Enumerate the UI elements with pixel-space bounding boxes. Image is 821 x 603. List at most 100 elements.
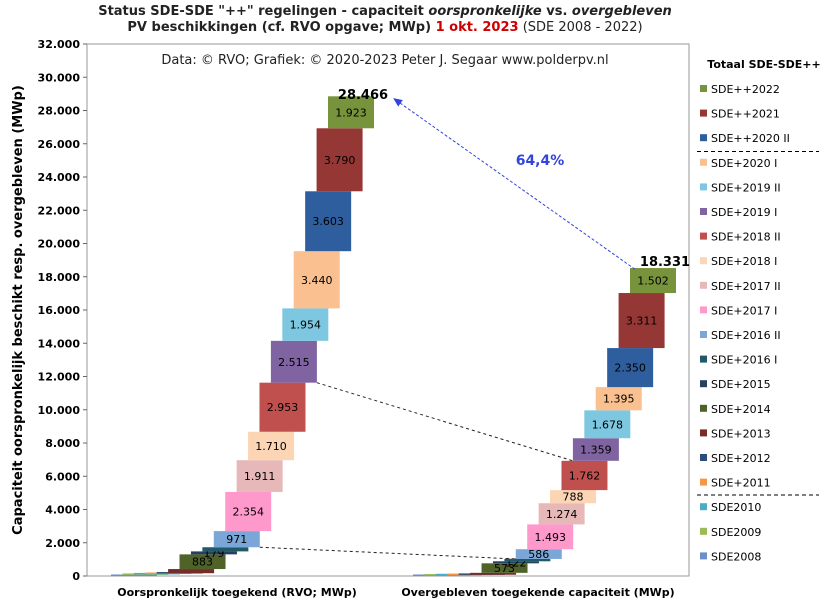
y-tick-label: 18.000 <box>38 271 81 284</box>
y-tick-label: 20.000 <box>38 238 81 251</box>
data-label: 1.274 <box>546 508 578 521</box>
legend-entry: SDE2009 <box>711 526 761 539</box>
data-label: 2.953 <box>267 401 299 414</box>
ratio-arrow <box>393 98 636 270</box>
legend: Totaal SDE-SDE++ SDE++2022 SDE++2021 SDE++2… <box>697 58 821 563</box>
total-label: 18.331 <box>640 255 690 270</box>
bar-segment <box>225 491 272 532</box>
connector-line <box>259 546 516 560</box>
bar-segment <box>492 561 539 564</box>
bar-segment <box>515 549 562 559</box>
data-label: 1.710 <box>255 440 287 453</box>
y-tick-label: 12.000 <box>38 371 81 384</box>
data-label: 1.493 <box>534 531 566 544</box>
legend-swatch <box>700 306 707 314</box>
bar-segment <box>190 551 237 555</box>
legend-entry: SDE+2015 <box>711 378 771 391</box>
legend-swatch <box>700 355 707 363</box>
legend-swatch <box>700 208 707 215</box>
y-tick-label: 2.000 <box>45 537 80 550</box>
chart-title-line1: Status SDE-SDE "++" regelingen - capacit… <box>98 4 672 19</box>
bar-segment <box>248 431 295 461</box>
legend-entry: SDE+2017 II <box>711 280 781 293</box>
bar-segment <box>595 387 642 411</box>
legend-swatch <box>700 257 707 265</box>
y-axis: 0 2.000 4.000 6.000 8.000 10.000 12.000 14.000 1… <box>38 38 87 583</box>
data-label: 971 <box>226 533 247 546</box>
data-label: 1.762 <box>569 469 601 482</box>
bar-segment <box>316 128 363 192</box>
legend-swatch <box>700 183 707 191</box>
data-label: 2.354 <box>232 506 264 519</box>
percentage-label: 64,4% <box>516 153 565 169</box>
legend-swatch <box>700 527 707 535</box>
legend-title: Totaal SDE-SDE++ <box>707 58 820 71</box>
legend-swatch <box>700 281 707 289</box>
legend-entry: SDE+2020 I <box>711 157 777 170</box>
y-axis-label: Capaciteit oorspronkelijk beschikt resp.… <box>11 85 26 535</box>
legend-entry: SDE+2011 <box>711 477 771 490</box>
bar-segment <box>561 460 608 491</box>
data-label: 2.515 <box>278 356 310 369</box>
bar-segment <box>328 96 374 129</box>
connector-lines <box>259 382 574 560</box>
bar-segment <box>584 410 631 439</box>
legend-entry: SDE++2021 <box>711 108 780 121</box>
data-label: 3.311 <box>626 315 658 328</box>
bar-segment <box>282 308 329 341</box>
y-tick-label: 32.000 <box>38 38 81 51</box>
legend-entry: SDE++2020 II <box>711 132 790 145</box>
data-label: 573 <box>494 562 515 575</box>
bar-segment <box>111 574 157 576</box>
legend-entry: SDE+2013 <box>711 427 771 440</box>
x-category-label-1: Overgebleven toegekende capaciteit (MWp) <box>401 586 674 599</box>
y-tick-label: 22.000 <box>38 204 81 217</box>
bar-segment <box>481 563 528 573</box>
legend-entry: SDE+2016 I <box>711 354 777 367</box>
legend-entry: SDE2010 <box>711 501 761 514</box>
legend-swatch <box>700 478 707 486</box>
plot-area <box>86 43 690 577</box>
data-label: 1.923 <box>335 106 367 119</box>
y-tick-label: 16.000 <box>38 304 81 317</box>
bar-segment <box>550 490 597 504</box>
bar-segment <box>168 569 215 574</box>
y-tick-label: 8.000 <box>45 437 80 450</box>
data-label: 1.954 <box>290 319 322 332</box>
bar-segment <box>293 251 340 309</box>
data-label: 883 <box>192 556 213 569</box>
data-label: 1.678 <box>592 418 624 431</box>
bar-segment <box>236 460 283 492</box>
y-tick-label: 30.000 <box>38 71 81 84</box>
data-label: 3.603 <box>312 215 344 228</box>
data-label: 3.440 <box>301 274 333 287</box>
legend-entry: SDE+2019 I <box>711 206 777 219</box>
data-label: 1.359 <box>580 444 612 457</box>
legend-swatch <box>700 454 707 461</box>
legend-swatch <box>700 134 707 142</box>
data-label: 586 <box>528 548 549 561</box>
y-tick-label: 14.000 <box>38 337 81 350</box>
legend-swatch <box>700 331 707 338</box>
y-tick-label: 24.000 <box>38 171 81 184</box>
bar-segment <box>630 268 676 294</box>
y-tick-label: 0 <box>72 570 80 583</box>
y-tick-label: 4.000 <box>45 504 80 517</box>
y-tick-label: 6.000 <box>45 470 80 483</box>
y-tick-label: 26.000 <box>38 138 81 151</box>
bar-segment <box>538 503 585 525</box>
legend-swatch <box>700 503 707 511</box>
bar-segment <box>270 340 317 383</box>
legend-swatch <box>700 158 707 166</box>
y-tick-label: 28.000 <box>38 105 81 118</box>
data-label: 1.911 <box>244 470 276 483</box>
legend-entry: SDE+2016 II <box>711 329 781 342</box>
legend-swatch <box>700 552 707 560</box>
legend-swatch <box>700 85 707 92</box>
legend-swatch <box>700 429 707 437</box>
bar-segment <box>305 191 352 252</box>
bar-segment <box>213 531 260 548</box>
legend-swatch <box>700 109 707 117</box>
chart-title-line2: PV beschikkingen (cf. RVO opgave; MWp) 1… <box>127 20 642 35</box>
